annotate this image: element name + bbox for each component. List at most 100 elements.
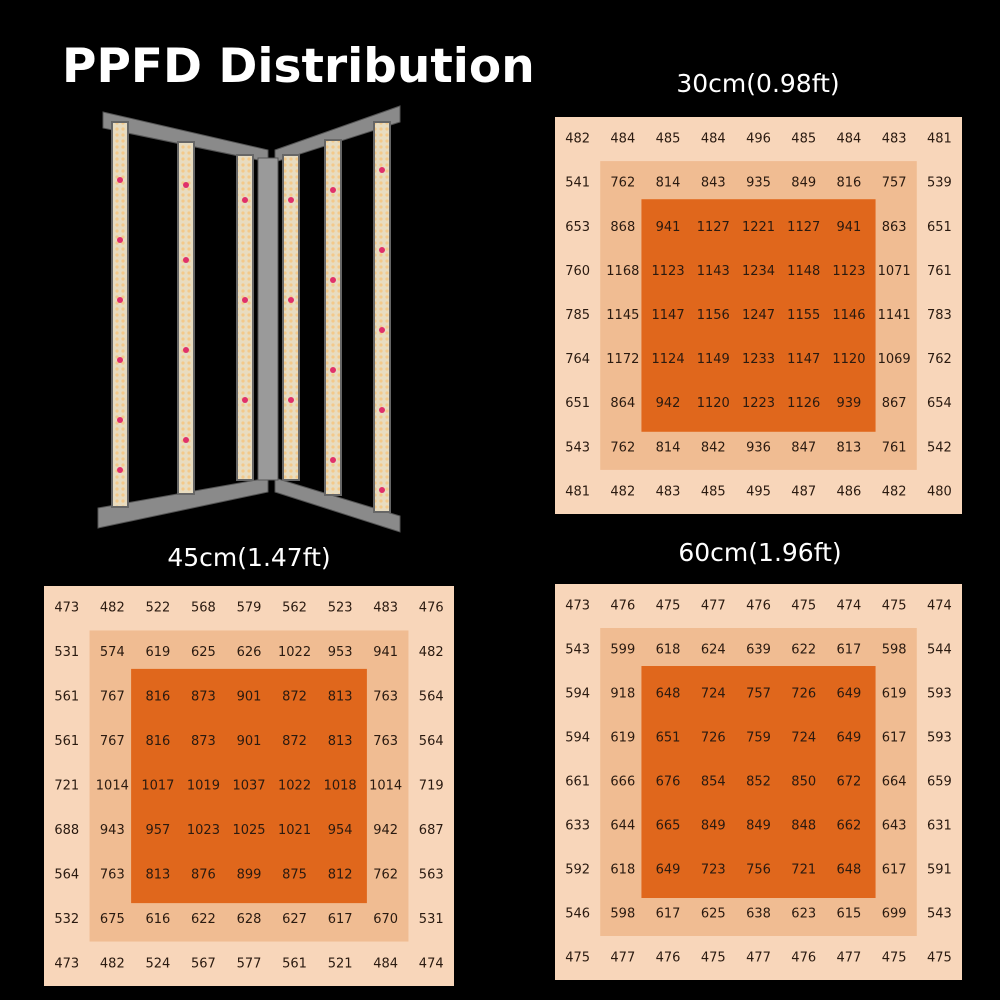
- ppfd-value: 687: [419, 823, 444, 838]
- ppfd-value: 813: [145, 867, 170, 882]
- ppfd-value: 598: [882, 643, 907, 658]
- ppfd-value: 542: [927, 440, 952, 455]
- ppfd-value: 564: [419, 734, 444, 749]
- ppfd-value: 473: [565, 599, 590, 614]
- inner-zone: [131, 668, 367, 904]
- ppfd-value: 617: [882, 863, 907, 878]
- ppfd-value: 544: [927, 643, 952, 658]
- ppfd-value: 1017: [141, 779, 174, 794]
- ppfd-value: 868: [610, 220, 635, 235]
- ppfd-panel: 30cm(0.98ft) 482 484 485 484 496 485 484 483 481 5…: [555, 69, 962, 514]
- ppfd-value: 761: [882, 440, 907, 455]
- ppfd-value: 726: [791, 687, 816, 702]
- ppfd-value: 763: [373, 734, 398, 749]
- ppfd-value: 1037: [232, 779, 265, 794]
- ppfd-value: 594: [565, 687, 590, 702]
- ppfd-value: 756: [746, 863, 771, 878]
- ppfd-value: 873: [191, 690, 216, 705]
- ppfd-value: 939: [837, 396, 862, 411]
- ppfd-value: 847: [791, 440, 816, 455]
- ppfd-value: 1147: [652, 308, 685, 323]
- ppfd-value: 1120: [697, 396, 730, 411]
- ppfd-value: 757: [746, 687, 771, 702]
- ppfd-value: 763: [100, 867, 125, 882]
- ppfd-value: 873: [191, 734, 216, 749]
- ppfd-value: 1143: [697, 264, 730, 279]
- ppfd-value: 644: [610, 819, 635, 834]
- ppfd-value: 567: [191, 956, 216, 971]
- ppfd-value: 665: [656, 819, 681, 834]
- ppfd-value: 648: [656, 687, 681, 702]
- ppfd-value: 561: [282, 956, 307, 971]
- ppfd-value: 759: [746, 731, 771, 746]
- ppfd-value: 941: [373, 645, 398, 660]
- ppfd-value: 899: [237, 867, 262, 882]
- ppfd-panels: 30cm(0.98ft) 482 484 485 484 496 485 484 483 481 5…: [44, 69, 962, 986]
- ppfd-value: 482: [565, 132, 590, 147]
- ppfd-value: 476: [419, 601, 444, 616]
- ppfd-value: 543: [565, 440, 590, 455]
- ppfd-value: 843: [701, 176, 726, 191]
- ppfd-value: 872: [282, 690, 307, 705]
- ppfd-value: 617: [882, 731, 907, 746]
- ppfd-value: 541: [565, 176, 590, 191]
- ppfd-value: 1149: [697, 352, 730, 367]
- ppfd-value: 1145: [606, 308, 639, 323]
- ppfd-panel: 60cm(1.96ft) 473 476 475 477 476 475 474 475 474 5…: [555, 538, 962, 980]
- ppfd-value: 543: [565, 643, 590, 658]
- ppfd-value: 659: [927, 775, 952, 790]
- ppfd-value: 867: [882, 396, 907, 411]
- ppfd-value: 482: [610, 484, 635, 499]
- ppfd-value: 816: [837, 176, 862, 191]
- ppfd-value: 475: [927, 951, 952, 966]
- ppfd-value: 942: [656, 396, 681, 411]
- ppfd-value: 699: [882, 907, 907, 922]
- ppfd-value: 539: [927, 176, 952, 191]
- ppfd-value: 484: [837, 132, 862, 147]
- ppfd-value: 1221: [742, 220, 775, 235]
- ppfd-value: 476: [656, 951, 681, 966]
- ppfd-value: 473: [54, 601, 79, 616]
- ppfd-value: 719: [419, 779, 444, 794]
- ppfd-value: 625: [701, 907, 726, 922]
- ppfd-value: 651: [565, 396, 590, 411]
- ppfd-value: 485: [656, 132, 681, 147]
- ppfd-value: 564: [419, 690, 444, 705]
- ppfd-value: 626: [237, 645, 262, 660]
- ppfd-value: 1247: [742, 308, 775, 323]
- ppfd-value: 1014: [96, 779, 129, 794]
- ppfd-value: 760: [565, 264, 590, 279]
- ppfd-value: 1014: [369, 779, 402, 794]
- ppfd-value: 476: [791, 951, 816, 966]
- ppfd-value: 875: [282, 867, 307, 882]
- ppfd-value: 592: [565, 863, 590, 878]
- ppfd-value: 957: [145, 823, 170, 838]
- ppfd-value: 872: [282, 734, 307, 749]
- ppfd-value: 481: [565, 484, 590, 499]
- ppfd-value: 1120: [832, 352, 865, 367]
- ppfd-value: 623: [791, 907, 816, 922]
- ppfd-value: 1141: [878, 308, 911, 323]
- ppfd-value: 477: [746, 951, 771, 966]
- ppfd-value: 485: [791, 132, 816, 147]
- ppfd-value: 568: [191, 601, 216, 616]
- ppfd-value: 935: [746, 176, 771, 191]
- ppfd-value: 475: [565, 951, 590, 966]
- ppfd-value: 577: [237, 956, 262, 971]
- ppfd-value: 474: [837, 599, 862, 614]
- ppfd-value: 762: [610, 176, 635, 191]
- panel-label: 45cm(1.47ft): [167, 543, 330, 572]
- ppfd-value: 633: [565, 819, 590, 834]
- ppfd-value: 487: [791, 484, 816, 499]
- ppfd-value: 477: [610, 951, 635, 966]
- ppfd-value: 649: [656, 863, 681, 878]
- ppfd-value: 475: [882, 599, 907, 614]
- ppfd-value: 1127: [697, 220, 730, 235]
- panel-label: 30cm(0.98ft): [676, 69, 839, 98]
- ppfd-value: 762: [927, 352, 952, 367]
- ppfd-value: 918: [610, 687, 635, 702]
- ppfd-value: 598: [610, 907, 635, 922]
- ppfd-value: 617: [656, 907, 681, 922]
- ppfd-value: 666: [610, 775, 635, 790]
